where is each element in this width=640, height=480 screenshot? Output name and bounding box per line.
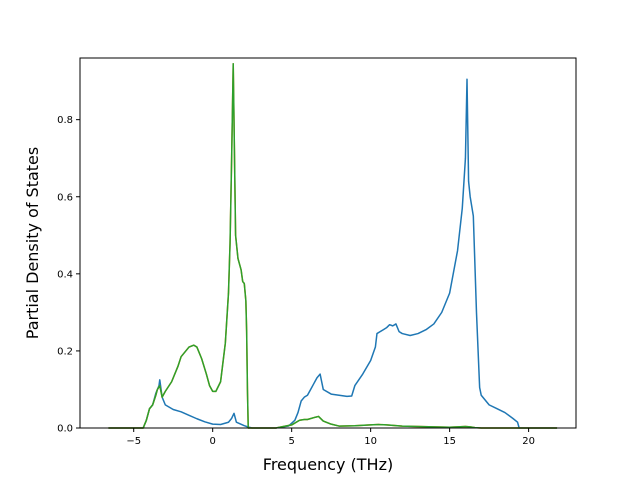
x-tick-label: 10: [364, 436, 377, 447]
series-layer: [108, 63, 558, 429]
y-tick-label: 0.0: [57, 424, 73, 435]
y-axis-label: Partial Density of States: [23, 147, 42, 339]
y-axis-ticks: 0.0 0.2 0.4 0.6 0.8: [57, 115, 80, 435]
x-axis-ticks: −5 0 5 10 15 20: [126, 428, 535, 447]
y-tick-label: 0.4: [57, 269, 73, 280]
x-tick-label: −5: [126, 436, 141, 447]
plot-frame: [79, 57, 577, 429]
y-tick-label: 0.8: [57, 115, 73, 126]
x-axis-label: Frequency (THz): [263, 455, 393, 474]
y-tick-label: 0.2: [57, 346, 73, 357]
series-line-1: [108, 78, 558, 429]
x-tick-label: 0: [210, 436, 216, 447]
x-tick-label: 15: [443, 436, 456, 447]
y-tick-label: 0.6: [57, 192, 73, 203]
series-line-3: [108, 63, 558, 429]
x-tick-label: 20: [522, 436, 535, 447]
x-tick-label: 5: [288, 436, 294, 447]
